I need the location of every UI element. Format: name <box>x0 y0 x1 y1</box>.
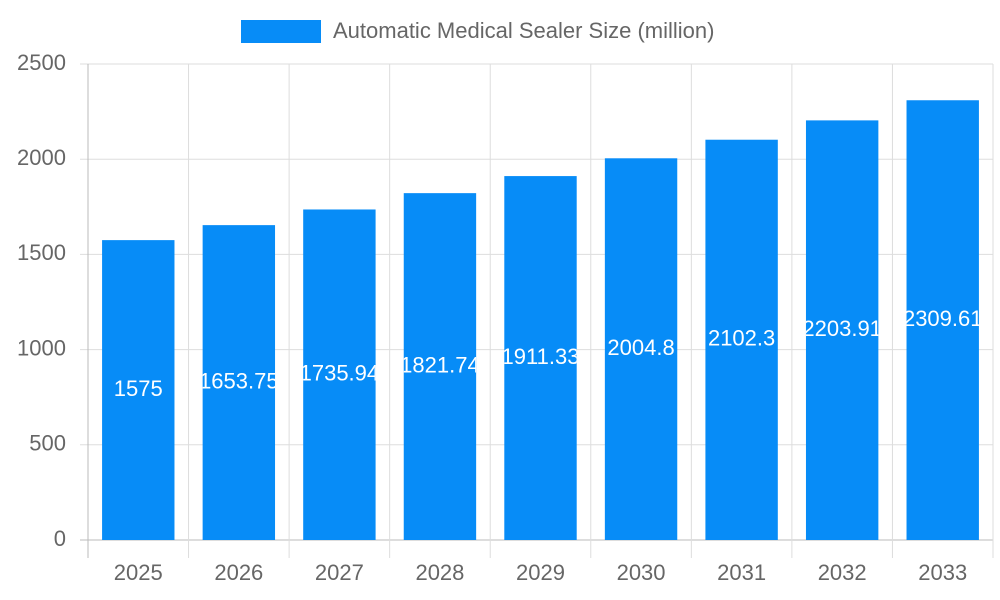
x-tick-label: 2033 <box>918 560 967 585</box>
bar <box>906 100 979 541</box>
x-tick-label: 2031 <box>717 560 766 585</box>
value-label: 1821.74 <box>400 352 480 377</box>
value-label: 2004.8 <box>607 335 674 360</box>
y-tick-label: 1500 <box>17 240 66 265</box>
x-tick-label: 2027 <box>315 560 364 585</box>
value-label: 2309.61 <box>903 306 983 331</box>
legend-swatch <box>241 20 321 43</box>
bar <box>102 240 175 540</box>
x-tick-label: 2025 <box>114 560 163 585</box>
bar <box>202 225 276 540</box>
x-tick-label: 2028 <box>415 560 464 585</box>
x-tick-label: 2029 <box>516 560 565 585</box>
bar <box>705 139 778 540</box>
y-tick-label: 0 <box>54 526 66 551</box>
value-label: 1575 <box>114 376 163 401</box>
bar <box>604 158 678 541</box>
value-label: 1735.94 <box>300 361 380 386</box>
y-tick-label: 2500 <box>17 50 66 75</box>
y-tick-label: 2000 <box>17 145 66 170</box>
value-label: 1653.75 <box>199 368 279 393</box>
bar <box>504 176 577 540</box>
value-label: 2203.91 <box>802 316 882 341</box>
bar <box>403 193 477 541</box>
legend-label: Automatic Medical Sealer Size (million) <box>333 18 714 43</box>
x-tick-label: 2030 <box>617 560 666 585</box>
y-tick-label: 500 <box>29 431 66 456</box>
y-tick-label: 1000 <box>17 335 66 360</box>
x-tick-label: 2026 <box>214 560 263 585</box>
value-label: 1911.33 <box>502 344 580 369</box>
bar <box>303 209 376 540</box>
value-label: 2102.3 <box>708 326 775 351</box>
bar <box>805 120 879 540</box>
x-tick-label: 2032 <box>818 560 867 585</box>
